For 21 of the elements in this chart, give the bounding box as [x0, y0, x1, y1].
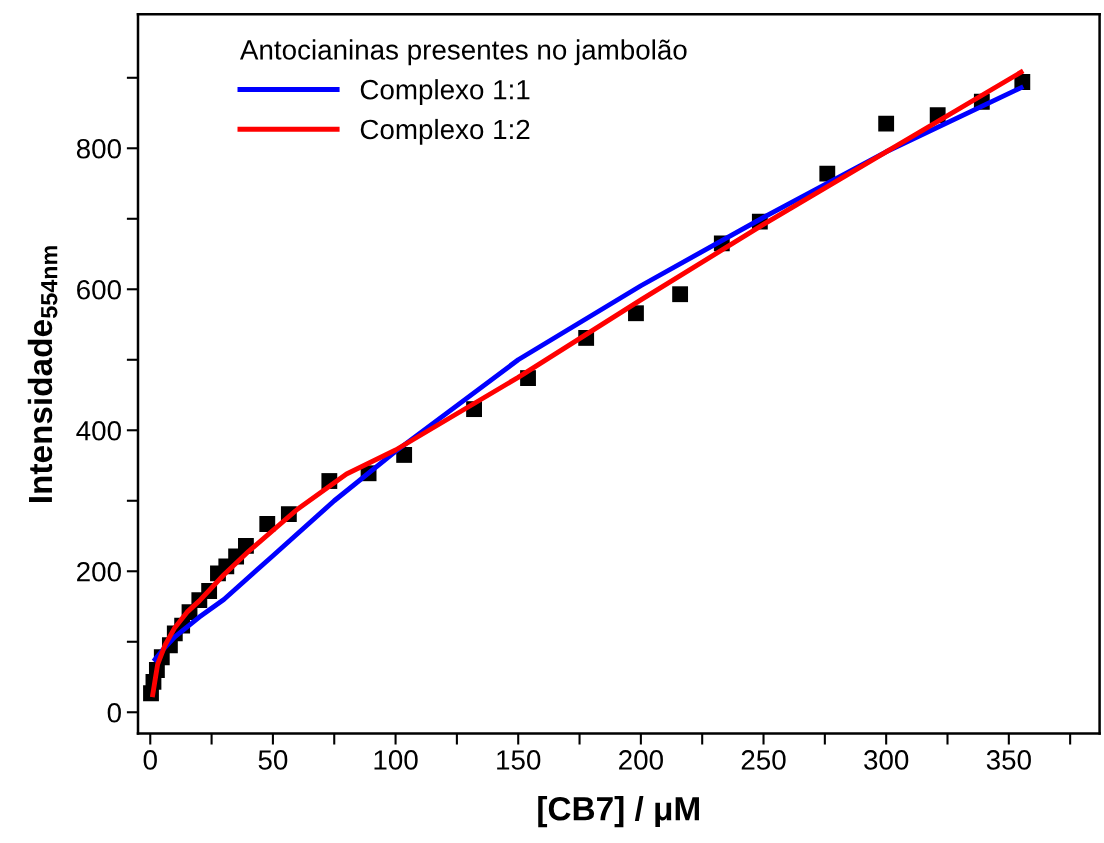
y-tick-label: 0 — [107, 702, 121, 723]
y-tick-label: 600 — [77, 279, 121, 300]
x-tick-label: 200 — [619, 750, 663, 770]
x-tick-label: 300 — [864, 750, 909, 770]
x-tick-label: 0 — [143, 750, 157, 770]
x-tick-label: 350 — [986, 750, 1031, 770]
y-axis-title: Intensidade$_{554nm}$ — [27, 246, 58, 502]
x-tick-label: 100 — [374, 750, 418, 770]
x-tick-label: 50 — [258, 750, 288, 770]
legend-label: Complexo 1:1 — [360, 79, 530, 106]
y-tick-label: 800 — [76, 138, 121, 159]
legend-title: Antocianinas presentes no jambolão — [239, 39, 687, 66]
x-tick-label: 250 — [741, 750, 786, 770]
y-tick-label: 400 — [76, 420, 121, 441]
legend-label: Complexo 1:2 — [360, 118, 530, 145]
point — [878, 115, 895, 132]
point — [259, 516, 276, 532]
point — [672, 286, 689, 303]
x-axis-title: [CB7] / μM — [538, 796, 699, 828]
x-tick-label: 150 — [497, 750, 541, 770]
y-tick-label: 200 — [77, 561, 121, 582]
